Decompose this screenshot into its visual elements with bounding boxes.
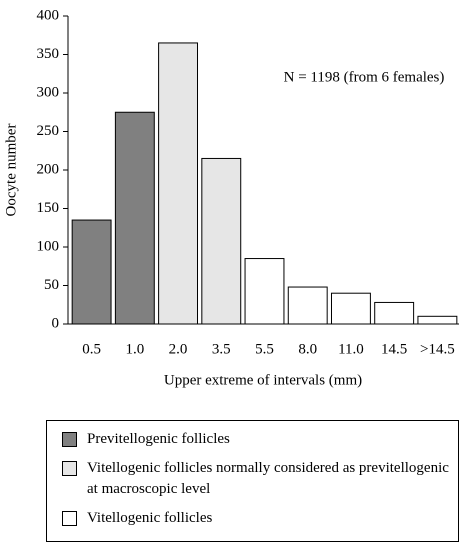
bar <box>374 301 415 325</box>
x-tick-label: 11.0 <box>338 341 364 357</box>
x-tick-label: 3.5 <box>212 341 231 357</box>
x-tick-label: 1.0 <box>125 341 144 357</box>
y-tick-label: 50 <box>44 277 59 293</box>
annotation: N = 1198 (from 6 females) <box>284 69 445 85</box>
x-tick-label: 5.5 <box>255 341 274 357</box>
legend-entry: Vitellogenic follicles normally consider… <box>62 458 450 500</box>
bar <box>71 219 112 325</box>
bar <box>158 42 199 325</box>
y-tick-label: 250 <box>37 123 60 139</box>
legend-label: Previtellogenic follicles <box>87 431 230 447</box>
bar <box>287 286 328 325</box>
x-tick-label: 8.0 <box>298 341 317 357</box>
y-tick-label: 150 <box>37 200 60 216</box>
y-tick-label: 100 <box>37 238 60 254</box>
chart: N = 1198 (from 6 females) Upper extreme … <box>3 7 459 388</box>
legend-swatch <box>62 461 77 476</box>
legend-label: Vitellogenic follicles <box>87 510 213 526</box>
legend-swatch <box>62 432 77 447</box>
x-tick-label: 14.5 <box>381 341 407 357</box>
legend-swatch <box>62 511 77 526</box>
x-tick-label: 2.0 <box>169 341 188 357</box>
y-tick-label: 200 <box>37 161 60 177</box>
legend-entry: Vitellogenic follicles <box>62 508 450 529</box>
y-tick-label: 0 <box>52 315 60 331</box>
legend-label: Vitellogenic follicles normally consider… <box>87 460 449 497</box>
x-tick-label: 0.5 <box>82 341 101 357</box>
legend-entry: Previtellogenic follicles <box>62 429 450 450</box>
x-tick-label: >14.5 <box>420 341 455 357</box>
legend: Previtellogenic follicles Vitellogenic fo… <box>46 420 459 542</box>
bar <box>201 157 242 325</box>
bar <box>114 111 155 325</box>
x-axis-label: Upper extreme of intervals (mm) <box>164 372 362 388</box>
bar <box>244 258 285 325</box>
y-tick-label: 300 <box>37 84 60 100</box>
y-tick-label: 400 <box>37 7 60 23</box>
bar <box>417 315 458 325</box>
y-axis-label: Oocyte number <box>3 124 19 217</box>
y-tick-label: 350 <box>37 46 60 62</box>
bar <box>330 292 371 325</box>
